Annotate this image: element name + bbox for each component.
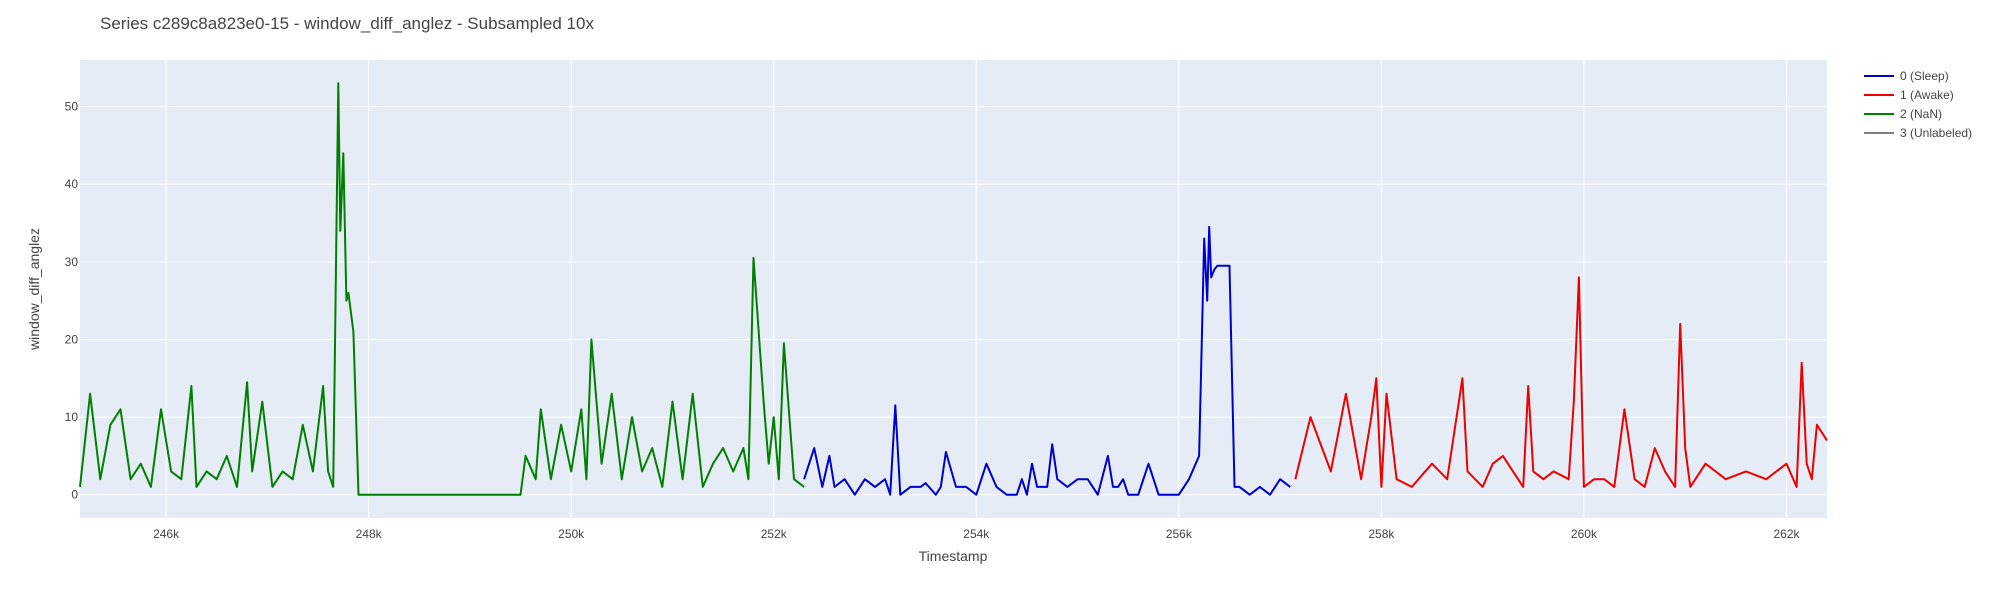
x-tick-label: 254k: [963, 527, 990, 541]
legend-item-2-nan[interactable]: 2 (NaN): [1864, 104, 1972, 123]
chart-title: Series c289c8a823e0-15 - window_diff_ang…: [100, 14, 594, 33]
series-layer: [79, 82, 1828, 496]
legend-swatch: [1864, 131, 1894, 134]
legend-swatch: [1864, 93, 1894, 96]
y-tick-label: 30: [65, 255, 79, 269]
legend-swatch: [1864, 74, 1894, 77]
x-axis-title: Timestamp: [919, 548, 988, 564]
series-line-1-awake: [1294, 276, 1828, 488]
y-tick-labels: 0 10 20 30 40 50: [65, 100, 79, 502]
series-line-0-sleep: [803, 225, 1291, 496]
y-tick-label: 0: [71, 488, 78, 502]
y-tick-label: 40: [65, 177, 79, 191]
x-tick-label: 256k: [1166, 527, 1193, 541]
legend-item-0-sleep[interactable]: 0 (Sleep): [1864, 66, 1972, 85]
legend-swatch: [1864, 112, 1894, 115]
x-tick-label: 262k: [1773, 527, 1800, 541]
legend-label: 1 (Awake): [1900, 87, 1954, 102]
x-tick-label: 248k: [356, 527, 383, 541]
legend-label: 0 (Sleep): [1900, 68, 1949, 83]
x-tick-label: 250k: [558, 527, 585, 541]
x-tick-labels: 246k 248k 250k 252k 254k 256k 258k 260k 262k: [153, 527, 1800, 541]
y-axis-title: window_diff_anglez: [26, 228, 42, 351]
legend-label: 2 (NaN): [1900, 106, 1943, 121]
legend-label: 3 (Unlabeled): [1900, 125, 1973, 140]
y-tick-label: 10: [65, 410, 79, 424]
y-tick-label: 50: [65, 100, 79, 114]
x-tick-label: 246k: [153, 527, 180, 541]
legend-item-3-unlabeled[interactable]: 3 (Unlabeled): [1864, 123, 1972, 142]
plot-background: [80, 60, 1827, 518]
y-gridlines: [80, 106, 1827, 496]
y-tick-label: 20: [65, 332, 79, 346]
x-tick-label: 260k: [1571, 527, 1598, 541]
series-line-2-nan: [79, 82, 805, 496]
x-tick-label: 258k: [1368, 527, 1395, 541]
x-gridlines: [165, 60, 1787, 518]
legend-item-1-awake[interactable]: 1 (Awake): [1864, 85, 1972, 104]
legend: 0 (Sleep) 1 (Awake) 2 (NaN) 3 (Unlabeled): [1864, 66, 1972, 142]
x-tick-label: 252k: [761, 527, 788, 541]
